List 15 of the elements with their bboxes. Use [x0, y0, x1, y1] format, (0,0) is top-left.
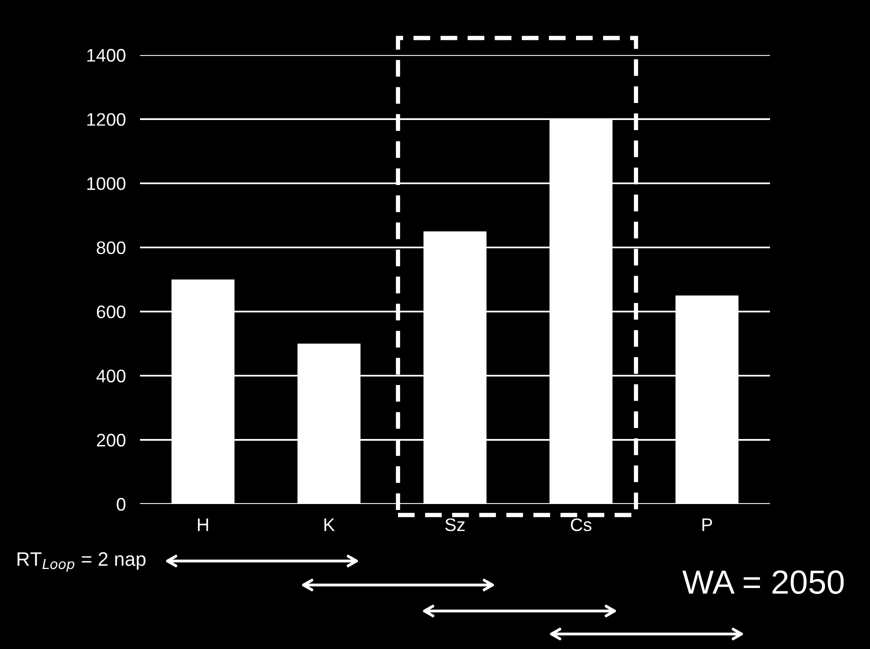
- y-tick-label: 600: [96, 306, 126, 318]
- y-tick-label: 400: [96, 370, 126, 382]
- y-tick-label: 200: [96, 434, 126, 447]
- y-tick-label: 1400: [87, 48, 126, 62]
- text: WA = 2050: [682, 570, 844, 594]
- y-tick-label: 1000: [87, 177, 126, 190]
- x-tick-label: Cs: [570, 518, 592, 532]
- x-tick-label: K: [324, 518, 335, 531]
- x-tick-label: P: [702, 518, 712, 531]
- x-tick-label: Sz: [445, 518, 465, 532]
- y-tick-label: 800: [96, 241, 126, 254]
- y-tick-label: 0: [116, 498, 126, 511]
- text: RT$_{Loop}$ = 2 nap: [18, 552, 146, 572]
- y-tick-label: 1200: [87, 113, 126, 126]
- x-tick-label: H: [198, 518, 208, 531]
